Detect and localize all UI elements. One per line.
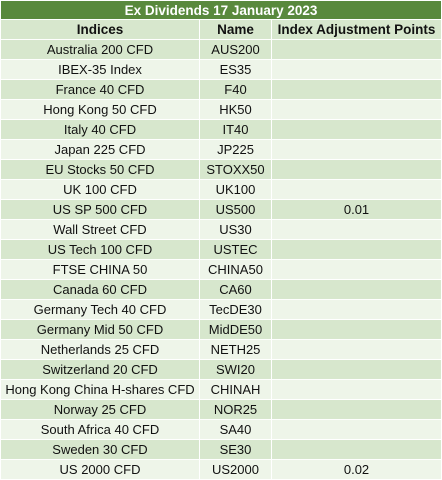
- cell-name: F40: [199, 79, 272, 100]
- cell-name: US30: [199, 219, 272, 240]
- cell-index: US Tech 100 CFD: [0, 239, 200, 260]
- cell-points: [270, 439, 442, 460]
- cell-name: CA60: [199, 279, 272, 300]
- cell-points: [270, 219, 442, 240]
- cell-index: Norway 25 CFD: [0, 399, 200, 420]
- table-row: Canada 60 CFD CA60: [0, 279, 442, 300]
- table-row: Switzerland 20 CFD SWI20: [0, 359, 442, 380]
- cell-name: UK100: [199, 179, 272, 200]
- cell-points: [270, 99, 442, 120]
- cell-points: [270, 379, 442, 400]
- cell-name: NETH25: [199, 339, 272, 360]
- cell-points: [270, 39, 442, 60]
- cell-index: FTSE CHINA 50: [0, 259, 200, 280]
- cell-name: SA40: [199, 419, 272, 440]
- cell-index: Germany Tech 40 CFD: [0, 299, 200, 320]
- cell-name: SWI20: [199, 359, 272, 380]
- table-row: Netherlands 25 CFD NETH25: [0, 339, 442, 360]
- table-row: FTSE CHINA 50 CHINA50: [0, 259, 442, 280]
- cell-points: [270, 119, 442, 140]
- cell-name: HK50: [199, 99, 272, 120]
- cell-index: Switzerland 20 CFD: [0, 359, 200, 380]
- table-body: Australia 200 CFD AUS200 IBEX-35 Index ES35…: [0, 39, 442, 480]
- cell-index: Japan 225 CFD: [0, 139, 200, 160]
- cell-points: [270, 59, 442, 80]
- cell-name: AUS200: [199, 39, 272, 60]
- table-row: Hong Kong China H-shares CFD CHINAH: [0, 379, 442, 400]
- cell-points: [270, 159, 442, 180]
- table-row: UK 100 CFD UK100: [0, 179, 442, 200]
- cell-name: NOR25: [199, 399, 272, 420]
- cell-index: Australia 200 CFD: [0, 39, 200, 60]
- cell-name: US500: [199, 199, 272, 220]
- cell-index: US 2000 CFD: [0, 459, 200, 480]
- header-row: Indices Name Index Adjustment Points: [0, 19, 442, 40]
- cell-name: CHINAH: [199, 379, 272, 400]
- table-row: Germany Mid 50 CFD MidDE50: [0, 319, 442, 340]
- header-points: Index Adjustment Points: [270, 19, 442, 40]
- cell-index: South Africa 40 CFD: [0, 419, 200, 440]
- cell-index: US SP 500 CFD: [0, 199, 200, 220]
- header-name: Name: [199, 19, 272, 40]
- cell-index: Italy 40 CFD: [0, 119, 200, 140]
- header-indices: Indices: [0, 19, 200, 40]
- table-title: Ex Dividends 17 January 2023: [0, 0, 442, 20]
- cell-index: Germany Mid 50 CFD: [0, 319, 200, 340]
- cell-points: [270, 319, 442, 340]
- table-row: Japan 225 CFD JP225: [0, 139, 442, 160]
- cell-points: 0.01: [270, 199, 442, 220]
- cell-points: [270, 399, 442, 420]
- table-row: Italy 40 CFD IT40: [0, 119, 442, 140]
- cell-index: IBEX-35 Index: [0, 59, 200, 80]
- cell-index: UK 100 CFD: [0, 179, 200, 200]
- table-row: Sweden 30 CFD SE30: [0, 439, 442, 460]
- cell-name: USTEC: [199, 239, 272, 260]
- table-row: US 2000 CFD US2000 0.02: [0, 459, 442, 480]
- cell-points: [270, 419, 442, 440]
- table-row: France 40 CFD F40: [0, 79, 442, 100]
- cell-index: Wall Street CFD: [0, 219, 200, 240]
- cell-name: SE30: [199, 439, 272, 460]
- cell-name: TecDE30: [199, 299, 272, 320]
- cell-points: [270, 359, 442, 380]
- table-row: Wall Street CFD US30: [0, 219, 442, 240]
- cell-index: Sweden 30 CFD: [0, 439, 200, 460]
- cell-name: ES35: [199, 59, 272, 80]
- cell-index: Hong Kong 50 CFD: [0, 99, 200, 120]
- table-row: Australia 200 CFD AUS200: [0, 39, 442, 60]
- cell-points: [270, 279, 442, 300]
- table-row: US Tech 100 CFD USTEC: [0, 239, 442, 260]
- cell-name: STOXX50: [199, 159, 272, 180]
- table-row: Norway 25 CFD NOR25: [0, 399, 442, 420]
- cell-points: [270, 179, 442, 200]
- cell-points: [270, 139, 442, 160]
- cell-name: IT40: [199, 119, 272, 140]
- table-row: US SP 500 CFD US500 0.01: [0, 199, 442, 220]
- cell-name: CHINA50: [199, 259, 272, 280]
- cell-name: MidDE50: [199, 319, 272, 340]
- cell-points: [270, 259, 442, 280]
- cell-index: EU Stocks 50 CFD: [0, 159, 200, 180]
- title-row: Ex Dividends 17 January 2023: [0, 0, 442, 20]
- cell-points: [270, 79, 442, 100]
- table-row: Germany Tech 40 CFD TecDE30: [0, 299, 442, 320]
- cell-index: France 40 CFD: [0, 79, 200, 100]
- cell-points: [270, 239, 442, 260]
- cell-points: [270, 299, 442, 320]
- cell-name: JP225: [199, 139, 272, 160]
- table-row: Hong Kong 50 CFD HK50: [0, 99, 442, 120]
- cell-index: Canada 60 CFD: [0, 279, 200, 300]
- cell-index: Netherlands 25 CFD: [0, 339, 200, 360]
- cell-name: US2000: [199, 459, 272, 480]
- table-row: South Africa 40 CFD SA40: [0, 419, 442, 440]
- table-row: EU Stocks 50 CFD STOXX50: [0, 159, 442, 180]
- cell-index: Hong Kong China H-shares CFD: [0, 379, 200, 400]
- cell-points: 0.02: [270, 459, 442, 480]
- table-row: IBEX-35 Index ES35: [0, 59, 442, 80]
- cell-points: [270, 339, 442, 360]
